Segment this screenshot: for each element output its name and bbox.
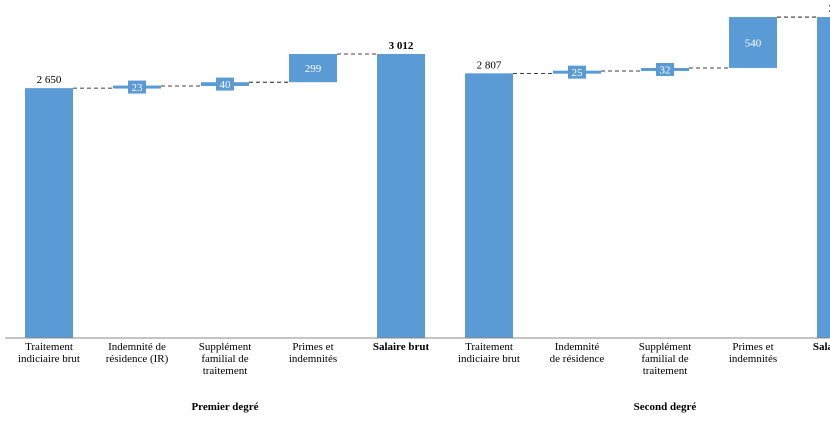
- value-label-bg: [656, 62, 674, 76]
- category-label: Indemnité de résidence (IR): [106, 341, 169, 365]
- category-label: Traitement indiciaire brut: [18, 341, 80, 365]
- bar-2-1: [465, 73, 513, 338]
- category-label-line: familial de: [641, 353, 688, 365]
- value-label: 3 404: [829, 3, 830, 15]
- category-label-line: Traitement: [465, 341, 513, 353]
- category-label-line: indemnités: [289, 353, 337, 365]
- category-label-line: Salaire brut: [373, 341, 430, 353]
- bar-1-1: [25, 88, 73, 339]
- category-label-line: Salaire brut: [813, 341, 830, 353]
- category-label-line: traitement: [203, 365, 248, 377]
- value-label-bg: [128, 80, 146, 94]
- value-label: 25: [572, 67, 584, 79]
- category-label: Supplément familial de traitement: [199, 341, 252, 377]
- value-label-bg: [216, 77, 234, 91]
- value-label: 32: [660, 64, 671, 76]
- value-label: 299: [305, 63, 322, 75]
- category-label: Indemnité de résidence: [550, 341, 605, 365]
- category-label: Salaire brut: [813, 341, 830, 353]
- group-label: Second degré: [634, 401, 697, 413]
- category-label: Primes et indemnités: [289, 341, 337, 365]
- value-label: 540: [745, 38, 762, 50]
- category-label-line: résidence (IR): [106, 353, 169, 365]
- category-label-line: Primes et: [292, 341, 333, 353]
- bar-2-4: [729, 17, 777, 68]
- bar-1-5: [377, 54, 425, 339]
- value-label: 3 012: [389, 40, 414, 52]
- category-label-line: traitement: [643, 365, 688, 377]
- bar-1-4: [289, 54, 337, 83]
- category-label-line: familial de: [201, 353, 248, 365]
- group-label: Premier degré: [191, 401, 258, 413]
- bar-2-5: [817, 17, 830, 339]
- value-label: 23: [132, 82, 144, 94]
- category-label-line: indiciaire brut: [458, 353, 520, 365]
- category-label: Salaire brut: [373, 341, 430, 353]
- category-label: Traitement indiciaire brut: [458, 341, 520, 365]
- value-label: 2 807: [477, 59, 502, 71]
- category-label-line: Supplément: [639, 341, 692, 353]
- category-label-line: indemnités: [729, 353, 777, 365]
- category-label-line: de résidence: [550, 353, 605, 365]
- category-label-line: Primes et: [732, 341, 773, 353]
- category-label-line: Indemnité: [555, 341, 600, 353]
- value-label: 2 650: [37, 74, 62, 86]
- category-label-line: Traitement: [25, 341, 73, 353]
- value-label-bg: [568, 65, 586, 79]
- category-label-line: indiciaire brut: [18, 353, 80, 365]
- value-label: 40: [220, 79, 232, 91]
- category-label-line: Indemnité de: [108, 341, 166, 353]
- category-label-line: Supplément: [199, 341, 252, 353]
- category-label: Primes et indemnités: [729, 341, 777, 365]
- category-label: Supplément familial de traitement: [639, 341, 692, 377]
